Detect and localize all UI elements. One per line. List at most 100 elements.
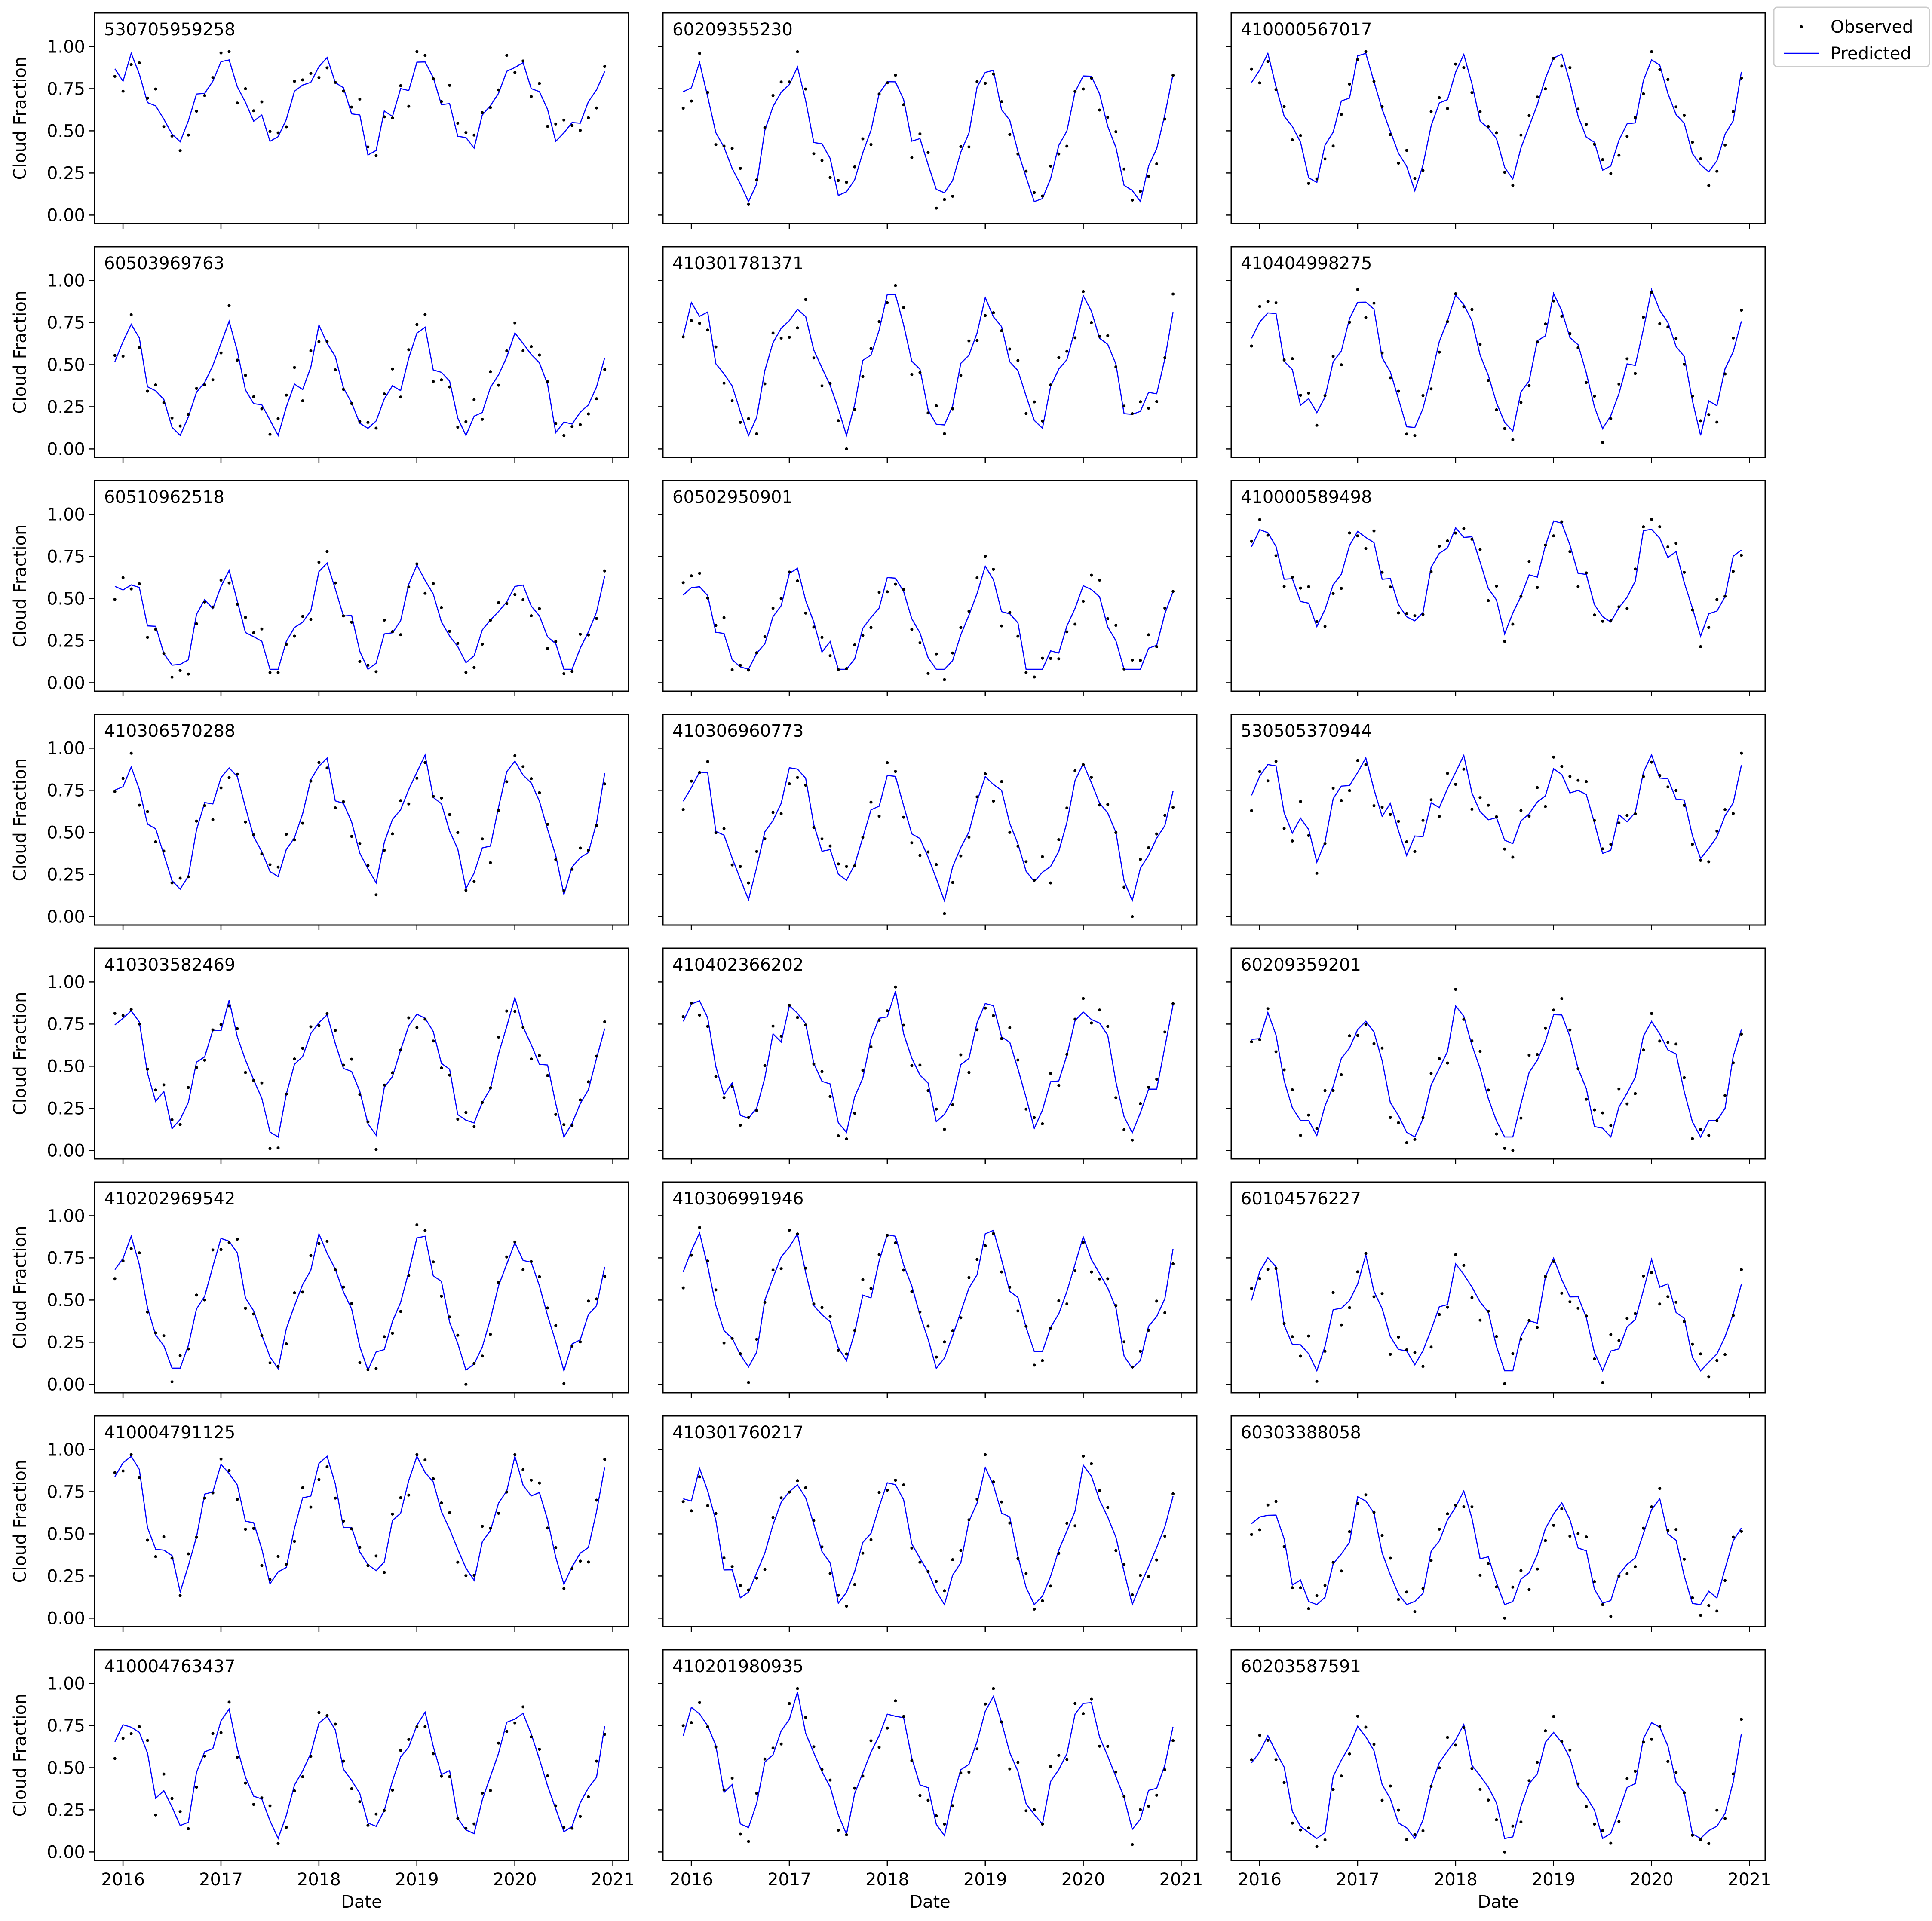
observed-point [1397,1808,1400,1812]
observed-point [804,784,807,787]
observed-point [1049,383,1052,386]
observed-point [845,181,848,184]
observed-point [407,1738,411,1741]
observed-point [796,1687,799,1690]
observed-point [714,1512,718,1515]
observed-point [1617,1820,1621,1823]
observed-point [293,1057,296,1060]
observed-point [252,1527,255,1530]
observed-point [285,1826,288,1829]
observed-point [309,1755,313,1758]
observed-point [1282,1068,1286,1072]
observed-point [399,1048,402,1052]
observed-point [236,603,239,606]
observed-point [587,1560,590,1564]
observed-point [432,795,435,798]
panel-id-label: 60303388058 [1241,1423,1361,1443]
observed-point [211,605,215,609]
observed-point [407,802,411,806]
observed-point [1114,365,1118,368]
predicted-series [683,1229,1174,1370]
observed-point [1503,1850,1506,1854]
observed-point [1155,400,1159,403]
observed-point [497,1281,500,1284]
observed-point [1552,299,1555,303]
observed-point [227,581,231,585]
observed-point [1617,153,1621,157]
observed-point [1470,308,1474,311]
observed-point [1057,1299,1061,1302]
observed-point [820,1306,824,1309]
observed-point [1536,1761,1539,1764]
observed-point [1446,107,1449,110]
observed-point [722,381,726,385]
observed-point [763,1301,767,1304]
observed-point [1098,1744,1101,1748]
observed-point [845,1605,848,1608]
observed-point [1625,1102,1629,1106]
observed-point [706,596,709,600]
observed-point [886,1234,889,1237]
observed-point [1478,343,1482,346]
observed-point [1299,394,1302,397]
observed-point [902,1483,905,1486]
observed-point [1691,1342,1694,1346]
observed-point [698,1475,701,1479]
y-tick-label: 0.75 [47,79,85,99]
observed-point [440,606,443,609]
predicted-series [1251,288,1742,436]
observed-point [1642,316,1645,319]
observed-point [837,1593,840,1597]
y-tick-label: 0.00 [47,673,85,693]
y-axis-label: Cloud Fraction [10,758,30,882]
observed-point [1650,760,1653,764]
observed-point [1000,1270,1003,1274]
y-tick-label: 0.75 [47,1716,85,1736]
observed-point [1560,315,1564,318]
observed-point [178,149,182,153]
observed-point [722,1556,726,1559]
observed-point [1315,177,1319,181]
observed-point [1122,404,1126,408]
observed-point [489,1789,492,1792]
observed-point [350,1527,353,1531]
observed-point [788,1229,791,1232]
observed-point [861,137,865,141]
observed-point [1049,881,1052,885]
panel-id-label: 60209359201 [1241,955,1361,975]
observed-point [317,340,321,343]
observed-point [1258,305,1261,308]
observed-point [796,326,799,330]
observed-point [1438,1057,1441,1060]
observed-point [1016,152,1020,156]
observed-point [1666,785,1670,789]
observed-point [1715,420,1719,424]
observed-point [1250,809,1253,812]
observed-point [1740,751,1743,755]
observed-point [722,616,726,619]
observed-point [1171,1262,1175,1265]
observed-point [1683,571,1686,574]
observed-point [1282,105,1286,108]
observed-point [1527,114,1531,117]
observed-point [1715,1359,1719,1362]
observed-point [975,80,979,83]
observed-point [415,776,419,780]
panel-frame [662,246,1198,458]
observed-point [1163,814,1167,817]
observed-point [1503,640,1506,643]
observed-point [162,1334,166,1338]
observed-point [383,619,386,622]
observed-point [1601,1603,1604,1606]
observed-point [690,574,693,578]
observed-point [1642,1275,1645,1278]
observed-point [432,1260,435,1264]
observed-point [1691,843,1694,846]
observed-point [820,636,824,639]
observed-point [1519,1820,1523,1824]
observed-point [399,1310,402,1313]
observed-point [1307,585,1310,588]
observed-point [910,1759,914,1762]
